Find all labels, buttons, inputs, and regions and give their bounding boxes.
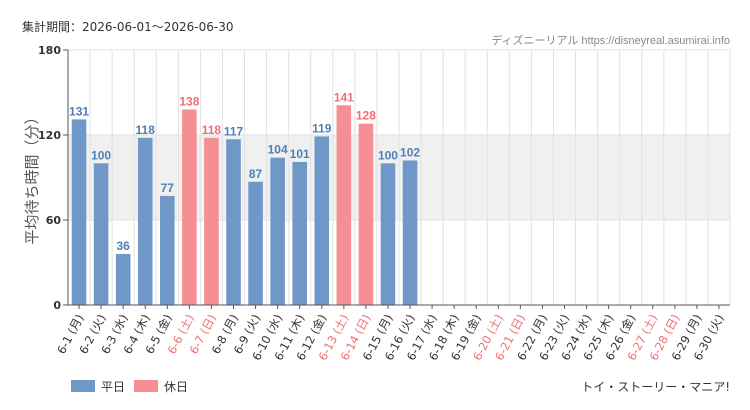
bar-value-label: 118 bbox=[202, 123, 222, 137]
bar-value-label: 100 bbox=[378, 148, 398, 162]
bar bbox=[204, 137, 219, 305]
bar bbox=[336, 105, 352, 305]
bar-value-label: 87 bbox=[249, 167, 263, 181]
bar-value-label: 141 bbox=[334, 90, 354, 104]
legend-swatch-holiday bbox=[134, 380, 158, 392]
bar bbox=[292, 161, 307, 305]
period-label: 集計期間：2026-06-01～2026-06-30 bbox=[22, 19, 233, 34]
bar-value-label: 104 bbox=[268, 143, 288, 157]
bar bbox=[314, 136, 330, 305]
y-tick-label: 180 bbox=[38, 44, 61, 57]
bar bbox=[358, 123, 374, 306]
bar bbox=[226, 139, 241, 305]
y-axis-title: 平均待ち時間（分） bbox=[23, 109, 41, 244]
bar bbox=[93, 163, 109, 305]
legend-swatch-weekday bbox=[71, 380, 95, 392]
y-tick-label: 120 bbox=[38, 129, 61, 142]
bar bbox=[402, 160, 418, 305]
bar-value-label: 36 bbox=[116, 239, 130, 253]
bar-value-label: 100 bbox=[91, 148, 111, 162]
bar bbox=[182, 109, 197, 305]
y-tick-label: 0 bbox=[53, 299, 61, 312]
bar-value-label: 102 bbox=[400, 146, 420, 160]
bar-value-label: 128 bbox=[356, 109, 376, 123]
bar-value-label: 118 bbox=[136, 123, 156, 137]
bar-value-label: 138 bbox=[179, 95, 199, 109]
bar bbox=[160, 195, 175, 305]
bar bbox=[137, 137, 153, 305]
bar bbox=[270, 157, 285, 305]
bar bbox=[71, 119, 87, 306]
bar bbox=[115, 254, 131, 305]
source-label: ディズニーリアル https://disneyreal.asumirai.inf… bbox=[491, 33, 730, 47]
bar-value-label: 131 bbox=[69, 104, 89, 118]
bar-value-label: 117 bbox=[224, 124, 244, 138]
legend: 平日 休日 bbox=[71, 380, 188, 394]
attraction-name: トイ・ストーリー・マニア! bbox=[581, 380, 730, 394]
legend-label-weekday: 平日 bbox=[101, 380, 125, 394]
legend-label-holiday: 休日 bbox=[164, 380, 188, 394]
bar bbox=[248, 181, 263, 305]
bar-value-label: 77 bbox=[161, 181, 175, 195]
bar-value-label: 119 bbox=[312, 121, 332, 135]
y-tick-label: 60 bbox=[46, 214, 62, 227]
bar-value-label: 101 bbox=[290, 147, 310, 161]
bar bbox=[380, 163, 396, 305]
